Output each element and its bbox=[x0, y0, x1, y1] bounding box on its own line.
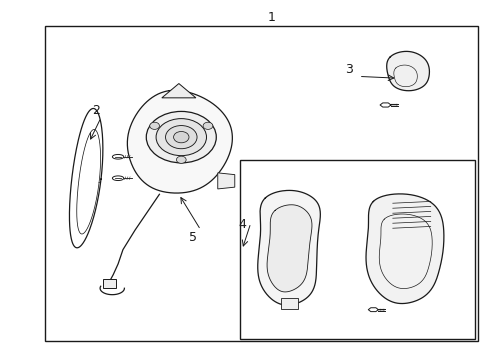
Circle shape bbox=[149, 122, 159, 129]
Text: 4: 4 bbox=[238, 218, 245, 231]
Bar bbox=[45, 26, 477, 341]
Circle shape bbox=[165, 126, 197, 149]
Circle shape bbox=[146, 111, 216, 163]
Polygon shape bbox=[217, 173, 234, 189]
Polygon shape bbox=[386, 51, 428, 91]
Polygon shape bbox=[367, 308, 378, 312]
Text: 2: 2 bbox=[92, 104, 100, 117]
Polygon shape bbox=[366, 194, 443, 303]
Polygon shape bbox=[69, 108, 102, 248]
Text: 1: 1 bbox=[267, 11, 275, 24]
Circle shape bbox=[173, 131, 188, 143]
Polygon shape bbox=[257, 190, 320, 305]
Bar bbox=[239, 160, 474, 339]
Text: 5: 5 bbox=[189, 231, 197, 244]
Bar bbox=[103, 279, 116, 288]
Polygon shape bbox=[266, 205, 311, 292]
Circle shape bbox=[176, 156, 186, 163]
Ellipse shape bbox=[112, 176, 123, 180]
Polygon shape bbox=[162, 84, 196, 98]
Bar bbox=[281, 298, 298, 309]
Circle shape bbox=[156, 118, 206, 156]
Polygon shape bbox=[127, 90, 232, 193]
Circle shape bbox=[203, 122, 212, 129]
Text: 3: 3 bbox=[345, 63, 352, 76]
Ellipse shape bbox=[112, 154, 123, 159]
Polygon shape bbox=[379, 103, 390, 107]
